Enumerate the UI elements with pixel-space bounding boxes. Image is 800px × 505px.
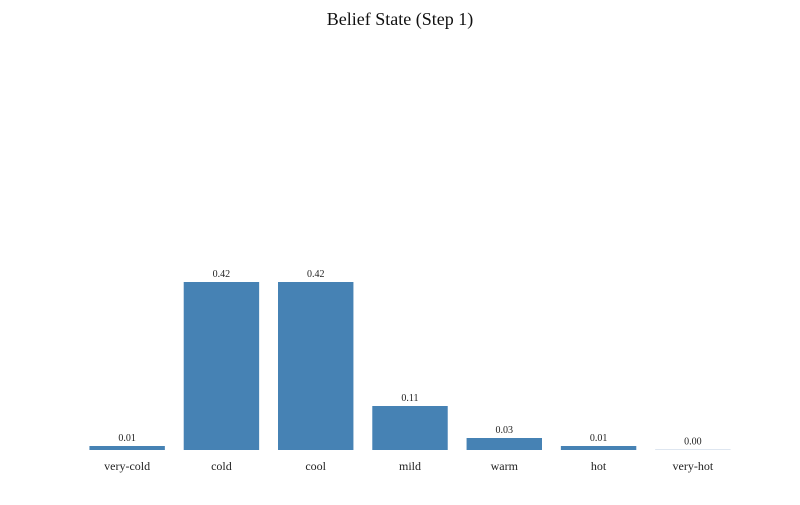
- value-label-very-cold: 0.01: [118, 433, 136, 444]
- x-tick-label-very-cold: very-cold: [104, 459, 150, 473]
- value-label-cool: 0.42: [307, 269, 325, 280]
- value-labels-layer: 0.01 0.42 0.42 0.11 0.03 0.01 0.00: [118, 269, 701, 447]
- value-label-warm: 0.03: [496, 425, 514, 436]
- x-tick-label-cool: cool: [305, 459, 326, 473]
- x-tick-label-cold: cold: [211, 459, 232, 473]
- x-tick-label-warm: warm: [491, 459, 519, 473]
- x-tick-label-hot: hot: [591, 459, 607, 473]
- bar-cool: [278, 282, 354, 450]
- value-label-mild: 0.11: [401, 393, 418, 404]
- bar-very-hot: [655, 449, 731, 450]
- bars-layer: [89, 282, 731, 450]
- bar-hot: [560, 446, 637, 450]
- x-tick-labels-layer: very-cold cold cool mild warm hot very-hot: [104, 459, 714, 473]
- bar-mild: [372, 406, 448, 450]
- x-tick-label-very-hot: very-hot: [673, 459, 714, 473]
- chart-title: Belief State (Step 1): [327, 9, 473, 30]
- bar-very-cold: [89, 446, 165, 450]
- value-label-cold: 0.42: [213, 269, 231, 280]
- bar-warm: [466, 438, 542, 450]
- value-label-very-hot: 0.00: [684, 436, 702, 447]
- bar-cold: [183, 282, 260, 450]
- x-tick-label-mild: mild: [399, 459, 421, 473]
- value-label-hot: 0.01: [590, 433, 608, 444]
